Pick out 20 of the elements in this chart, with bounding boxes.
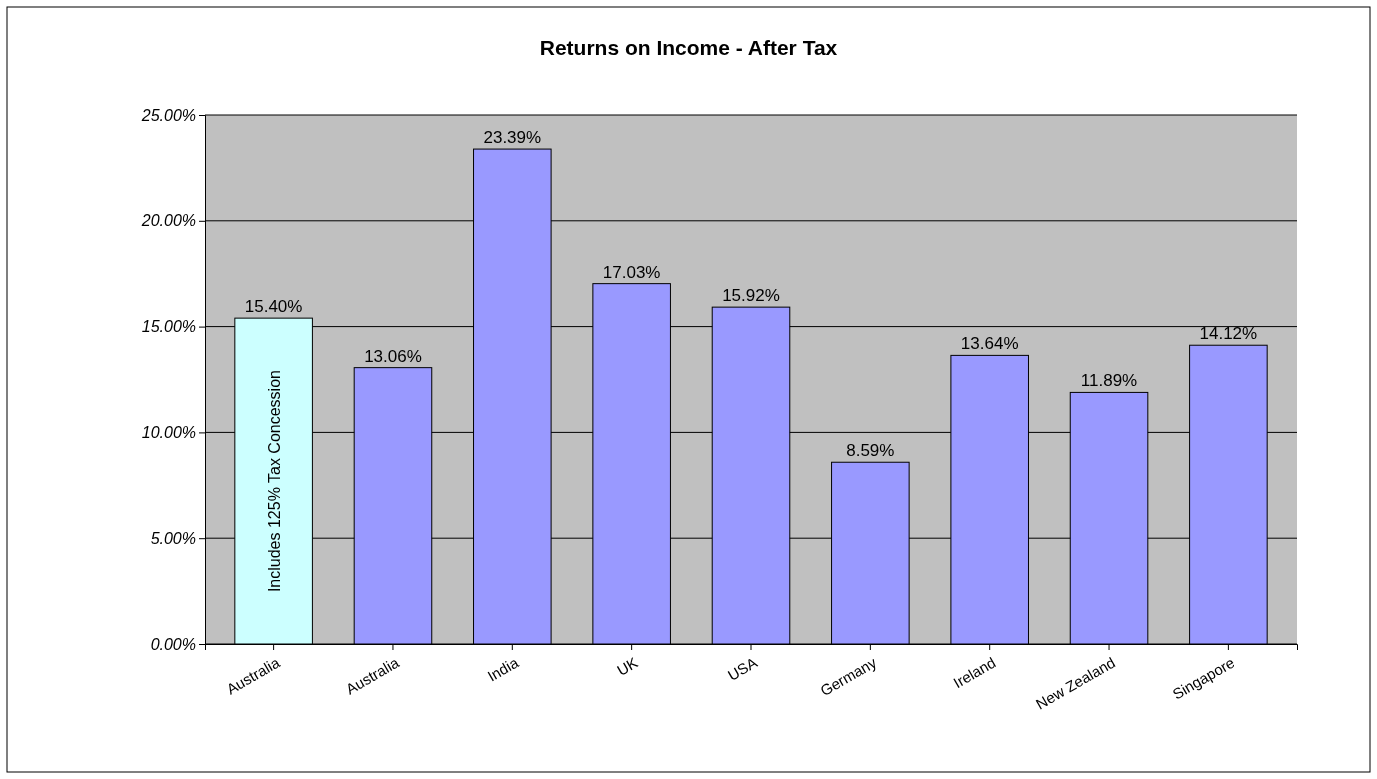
data-label: 14.12% (1199, 324, 1258, 344)
y-tick-label: 10.00% (141, 424, 196, 442)
data-label: 8.59% (846, 441, 895, 461)
y-tick-label: 5.00% (150, 529, 196, 547)
data-label: 11.89% (1080, 371, 1138, 391)
annotation: Includes 125% Tax Concession (265, 370, 283, 593)
y-tick-label: 15.00% (141, 318, 196, 336)
x-tick-label: UK (613, 653, 641, 679)
x-tick-label: India (484, 653, 522, 685)
data-label: 13.06% (364, 346, 422, 366)
y-tick-label: 0.00% (150, 635, 196, 653)
data-label: 23.39% (483, 128, 542, 148)
chart-title: Returns on Income - After Tax (539, 36, 838, 59)
data-label: 15.40% (244, 297, 303, 317)
y-tick-label: 20.00% (140, 212, 196, 230)
data-label: 13.64% (960, 334, 1019, 354)
data-label: 17.03% (602, 262, 661, 282)
data-label: 15.92% (722, 286, 780, 306)
x-tick-label: USA (724, 653, 760, 684)
y-tick-label: 25.00% (140, 106, 196, 124)
